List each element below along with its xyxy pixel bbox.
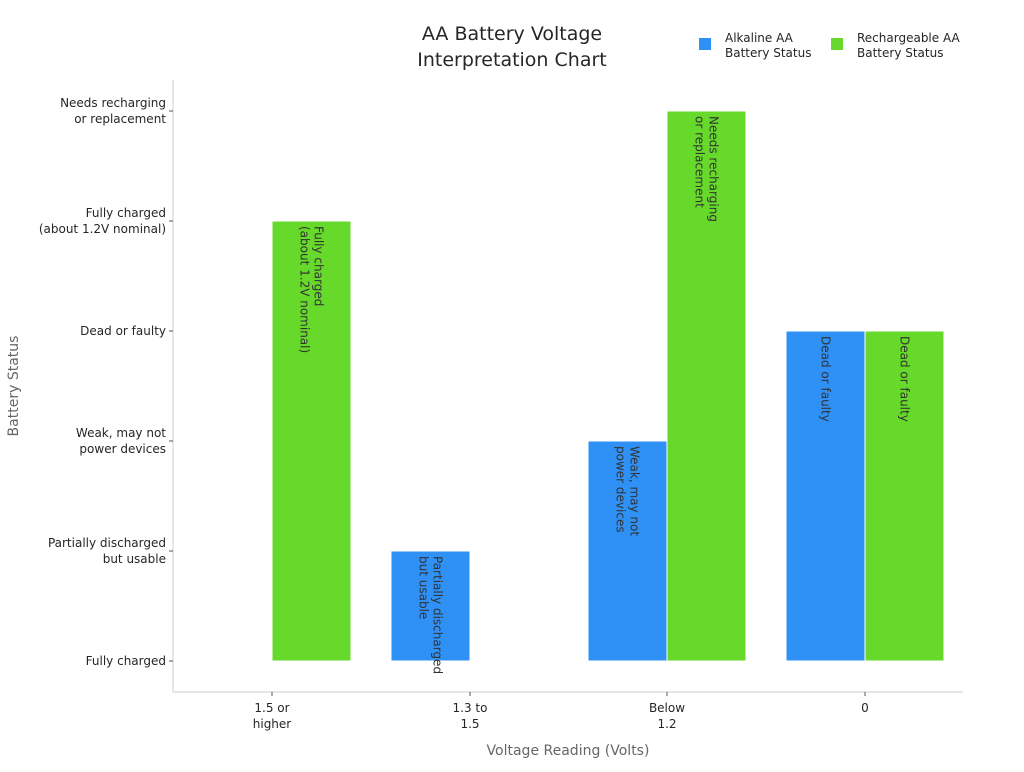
x-axis-ticks: 1.5 or higher 1.3 to 1.5 Below 1.2 0 xyxy=(253,692,869,731)
y-axis-title: Battery Status xyxy=(6,336,22,437)
y-tick-label: Dead or faulty xyxy=(80,324,166,338)
legend: Alkaline AA Battery Status Rechargeable AA… xyxy=(699,31,961,60)
svg-text:Fully charged(about 1.2V nomin: Fully charged(about 1.2V nominal) xyxy=(298,226,326,353)
svg-text:Dead or faulty: Dead or faulty xyxy=(898,336,912,422)
axes xyxy=(172,80,963,693)
legend-item-rechargeable[interactable]: Rechargeable AA Battery Status xyxy=(831,31,961,60)
x-tick-label: 1.3 to 1.5 xyxy=(453,701,488,731)
bar-data-label: Fully charged(about 1.2V nominal) xyxy=(298,226,326,353)
y-tick-label: Needs recharging or replacement xyxy=(60,96,166,126)
legend-label: Rechargeable AA Battery Status xyxy=(857,31,961,60)
bar-data-label: Needs rechargingor replacement xyxy=(693,116,721,222)
bar-data-label: Dead or faulty xyxy=(898,336,912,422)
bar-alkaline[interactable] xyxy=(390,550,471,662)
bars-group xyxy=(271,110,945,662)
bar-rechargeable[interactable] xyxy=(666,110,747,662)
bar-data-label: Weak, may notpower devices xyxy=(614,446,642,536)
y-tick-label: Weak, may not power devices xyxy=(76,426,166,456)
titles: AA Battery Voltage Interpretation Chart Vo… xyxy=(6,23,649,759)
y-axis-ticks: Fully charged Partially discharged but usa… xyxy=(39,96,173,668)
x-axis-title: Voltage Reading (Volts) xyxy=(487,743,650,759)
x-tick-label: Below 1.2 xyxy=(649,701,685,731)
bar-rechargeable[interactable] xyxy=(864,330,945,662)
y-tick-label: Fully charged xyxy=(86,654,166,668)
chart-title: AA Battery Voltage Interpretation Chart xyxy=(417,23,606,71)
svg-text:Dead or faulty: Dead or faulty xyxy=(819,336,833,422)
bar-labels-group: Partially dischargedbut usable Weak, may … xyxy=(298,116,912,674)
y-tick-label: Partially discharged but usable xyxy=(48,536,166,566)
legend-swatch xyxy=(831,38,843,50)
bar-data-label: Dead or faulty xyxy=(819,336,833,422)
svg-text:Needs rechargingor replacement: Needs rechargingor replacement xyxy=(693,116,721,222)
legend-label: Alkaline AA Battery Status xyxy=(725,31,811,60)
bar-rechargeable[interactable] xyxy=(271,220,352,662)
bar-data-label: Partially dischargedbut usable xyxy=(417,556,445,674)
x-tick-label: 0 xyxy=(861,701,869,715)
bar-alkaline[interactable] xyxy=(785,330,866,662)
bar-alkaline[interactable] xyxy=(587,440,668,662)
x-tick-label: 1.5 or higher xyxy=(253,701,292,731)
legend-item-alkaline[interactable]: Alkaline AA Battery Status xyxy=(699,31,811,60)
svg-text:Weak, may notpower devices: Weak, may notpower devices xyxy=(614,446,642,536)
legend-swatch xyxy=(699,38,711,50)
svg-text:Partially dischargedbut usable: Partially dischargedbut usable xyxy=(417,556,445,674)
y-tick-label: Fully charged (about 1.2V nominal) xyxy=(39,206,166,236)
